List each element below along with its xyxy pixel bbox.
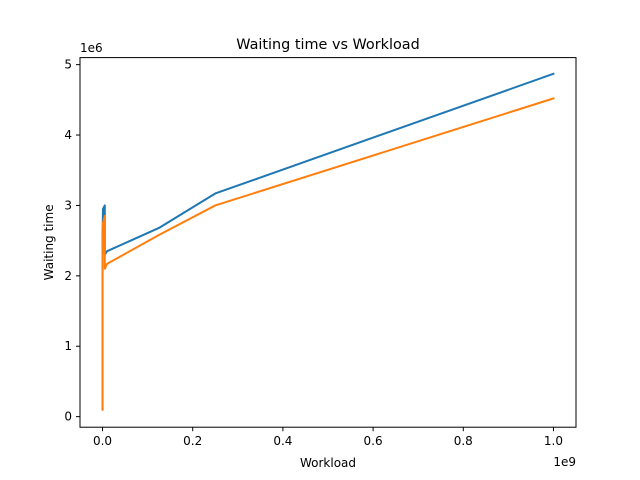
series-layer [101, 72, 555, 411]
ticks-layer: 0.0 0.2 0.4 0.6 0.8 1.0 0 1 2 3 4 5 [64, 58, 563, 449]
y-tick-label-1: 1 [64, 339, 72, 353]
y-tick-label-0: 0 [64, 410, 72, 424]
plot-area-frame [79, 57, 577, 428]
x-tick-label-0: 0.0 [93, 434, 112, 448]
y-tick-label-2: 2 [64, 269, 72, 283]
x-axis-label: Workload [300, 456, 356, 470]
y-tick-label-4: 4 [64, 128, 72, 142]
x-tick-label-2: 0.4 [273, 434, 292, 448]
x-tick-label-5: 1.0 [544, 434, 563, 448]
x-tick-label-4: 0.8 [454, 434, 473, 448]
x-offset-label: 1e9 [553, 455, 576, 469]
y-tick-label-5: 5 [64, 58, 72, 72]
chart-title: Waiting time vs Workload [236, 37, 419, 53]
y-tick-label-3: 3 [64, 198, 72, 212]
y-offset-label: 1e6 [80, 41, 103, 55]
series-line-2 [101, 97, 555, 411]
y-axis-label: Waiting time [42, 204, 56, 280]
x-tick-label-1: 0.2 [183, 434, 202, 448]
x-tick-label-3: 0.6 [364, 434, 383, 448]
